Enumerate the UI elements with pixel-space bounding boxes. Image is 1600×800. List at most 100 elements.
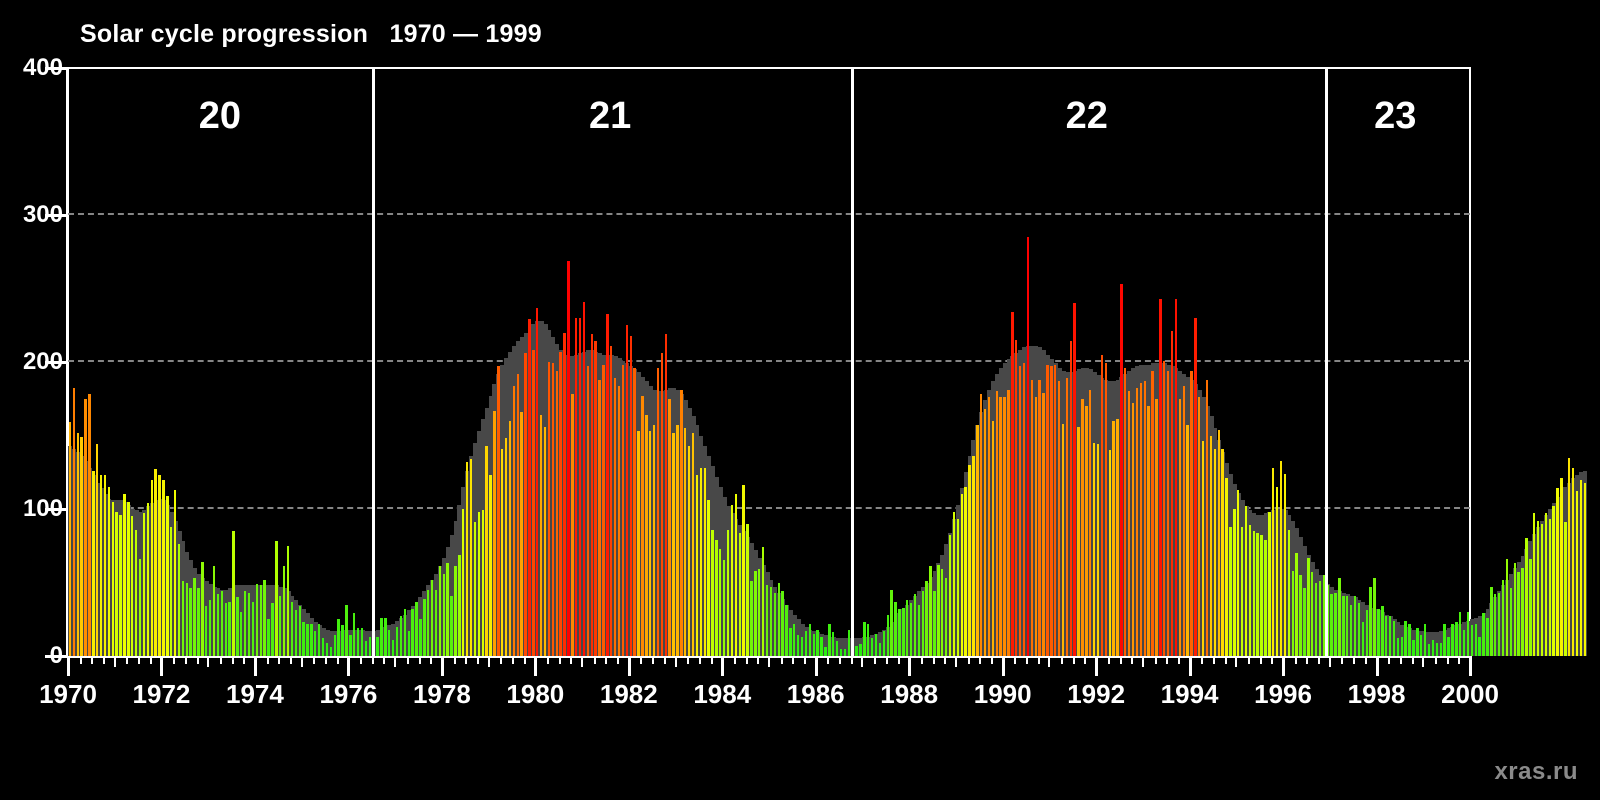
bar [1038, 379, 1041, 656]
bar [582, 301, 586, 656]
bar [863, 622, 866, 656]
bar [532, 350, 535, 656]
bar [1420, 635, 1423, 656]
bar [1486, 617, 1489, 656]
bar [1431, 639, 1435, 656]
bar [730, 504, 734, 656]
bar [138, 558, 142, 656]
cycle-label-20: 20 [198, 95, 242, 137]
x-tick-1981 [581, 656, 584, 667]
bar [512, 385, 516, 656]
x-tick-minor [1364, 656, 1367, 664]
x-tick-minor [173, 656, 176, 664]
bar [734, 494, 738, 656]
bar [832, 632, 835, 656]
bar [1299, 575, 1302, 656]
bar [158, 475, 161, 656]
x-tick-minor [932, 656, 935, 664]
bar [1490, 586, 1493, 656]
smoothed-segment [1427, 632, 1432, 656]
bar [808, 623, 812, 656]
bar [687, 445, 691, 656]
bar [983, 409, 987, 656]
bar [652, 425, 656, 656]
x-tick-minor [1306, 656, 1309, 664]
x-tick-minor [1271, 656, 1274, 664]
cycle-label-23: 23 [1374, 95, 1417, 137]
x-tick-label-1996: 1996 [1254, 679, 1312, 709]
plot-border-top [68, 67, 1471, 69]
x-tick-minor [103, 656, 106, 664]
bar [835, 641, 839, 656]
x-tick-minor [698, 656, 701, 664]
bar [1388, 616, 1392, 656]
x-tick-minor [1037, 656, 1040, 664]
bar [590, 334, 593, 656]
bar [917, 604, 921, 656]
bar [212, 566, 216, 656]
bar [1330, 594, 1333, 656]
x-tick-1990 [1001, 656, 1005, 676]
bar [1474, 623, 1477, 656]
bar [777, 582, 780, 656]
bar [680, 389, 683, 656]
x-tick-1974 [253, 656, 257, 676]
bar [621, 364, 625, 656]
bar [1170, 331, 1174, 656]
bar [240, 611, 243, 656]
bar [423, 598, 426, 656]
bar [259, 585, 262, 656]
x-tick-1996 [1282, 656, 1286, 676]
x-tick-minor [617, 656, 620, 664]
bar [1536, 520, 1540, 656]
bar [1322, 575, 1326, 656]
bar [594, 341, 597, 656]
bar [1077, 426, 1080, 656]
x-tick-minor [360, 656, 363, 664]
x-tick-1991 [1048, 656, 1051, 667]
bar [610, 345, 613, 656]
x-tick-minor [430, 656, 433, 664]
bar [707, 500, 710, 656]
x-tick-minor [500, 656, 503, 664]
bar [1381, 606, 1384, 656]
bar [722, 560, 726, 656]
x-tick-minor [1166, 656, 1169, 664]
bar [1349, 604, 1353, 656]
bar [645, 414, 648, 656]
bar [1135, 388, 1139, 656]
bar [1311, 572, 1314, 656]
bar [1548, 519, 1551, 656]
bar [1050, 366, 1053, 656]
bar [676, 425, 679, 656]
x-tick-1989 [954, 656, 957, 667]
bar [1295, 553, 1298, 656]
bar [964, 486, 967, 656]
bar [1046, 364, 1049, 656]
bar [1400, 636, 1403, 656]
x-tick-minor [652, 656, 655, 664]
bar [224, 603, 227, 656]
x-tick-label-1972: 1972 [132, 679, 191, 709]
plot-border-right [1469, 67, 1471, 657]
bar [516, 373, 519, 656]
bar [956, 519, 960, 656]
smoothed-segment [391, 623, 396, 656]
bar [384, 617, 387, 656]
bar [228, 601, 231, 656]
bar [1568, 457, 1571, 656]
bar [980, 394, 983, 656]
x-tick-minor [196, 656, 199, 664]
bar [781, 591, 784, 656]
bar [208, 600, 212, 656]
x-tick-1971 [113, 656, 116, 667]
bar [1155, 398, 1158, 656]
x-tick-minor [1434, 656, 1437, 664]
x-tick-minor [1341, 656, 1344, 664]
bar [399, 616, 403, 656]
bar [458, 554, 461, 656]
bar [1030, 379, 1034, 656]
bar [672, 432, 675, 656]
bar [578, 317, 582, 656]
x-tick-1994 [1188, 656, 1192, 676]
